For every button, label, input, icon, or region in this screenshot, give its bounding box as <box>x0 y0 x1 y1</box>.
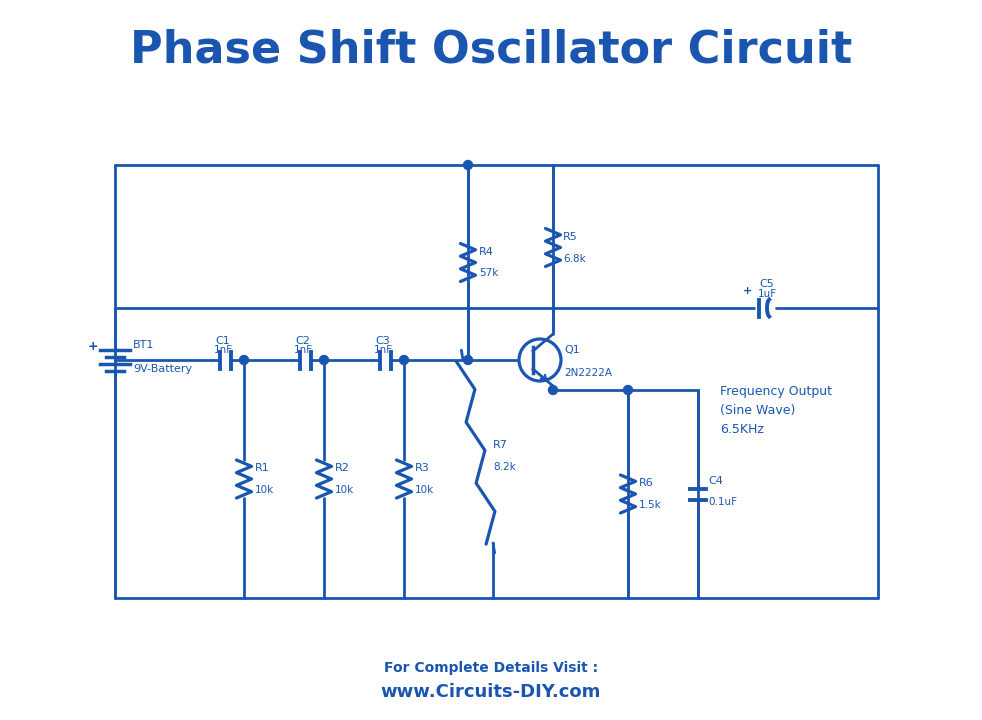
Text: Phase Shift Oscillator Circuit: Phase Shift Oscillator Circuit <box>130 29 852 71</box>
Text: 10k: 10k <box>415 485 434 495</box>
Circle shape <box>400 356 409 364</box>
Text: 8.2k: 8.2k <box>493 462 516 472</box>
Text: C5: C5 <box>760 279 775 289</box>
Circle shape <box>319 356 329 364</box>
Text: C3: C3 <box>376 336 391 346</box>
Circle shape <box>624 385 632 395</box>
Text: 1nF: 1nF <box>294 345 312 355</box>
Circle shape <box>464 356 472 364</box>
Text: +: + <box>742 287 751 297</box>
Text: 9V-Battery: 9V-Battery <box>133 364 192 374</box>
Text: 10k: 10k <box>255 485 274 495</box>
Text: 1.5k: 1.5k <box>639 500 662 510</box>
Text: +: + <box>87 340 98 353</box>
Text: C4: C4 <box>708 476 723 486</box>
Text: For Complete Details Visit :: For Complete Details Visit : <box>384 661 598 675</box>
Text: R6: R6 <box>639 478 654 488</box>
Text: R2: R2 <box>335 463 350 473</box>
Text: R4: R4 <box>479 246 494 256</box>
Text: BT1: BT1 <box>133 340 154 350</box>
Circle shape <box>549 385 558 395</box>
Circle shape <box>240 356 248 364</box>
Text: R7: R7 <box>493 441 508 451</box>
Text: 0.1uF: 0.1uF <box>708 497 737 507</box>
Text: www.Circuits-DIY.com: www.Circuits-DIY.com <box>381 683 601 701</box>
Text: R3: R3 <box>415 463 430 473</box>
Text: 10k: 10k <box>335 485 355 495</box>
Text: Frequency Output
(Sine Wave)
6.5KHz: Frequency Output (Sine Wave) 6.5KHz <box>720 384 832 436</box>
Text: Q1: Q1 <box>564 345 579 355</box>
Text: 6.8k: 6.8k <box>563 253 585 264</box>
Text: 57k: 57k <box>479 269 499 279</box>
Circle shape <box>464 161 472 169</box>
Text: C1: C1 <box>216 336 231 346</box>
Text: 2N2222A: 2N2222A <box>564 368 612 378</box>
Text: R1: R1 <box>255 463 270 473</box>
Text: 1nF: 1nF <box>373 345 393 355</box>
Text: R5: R5 <box>563 232 577 241</box>
Text: 1nF: 1nF <box>213 345 233 355</box>
Text: 1uF: 1uF <box>757 289 777 299</box>
Text: C2: C2 <box>296 336 310 346</box>
